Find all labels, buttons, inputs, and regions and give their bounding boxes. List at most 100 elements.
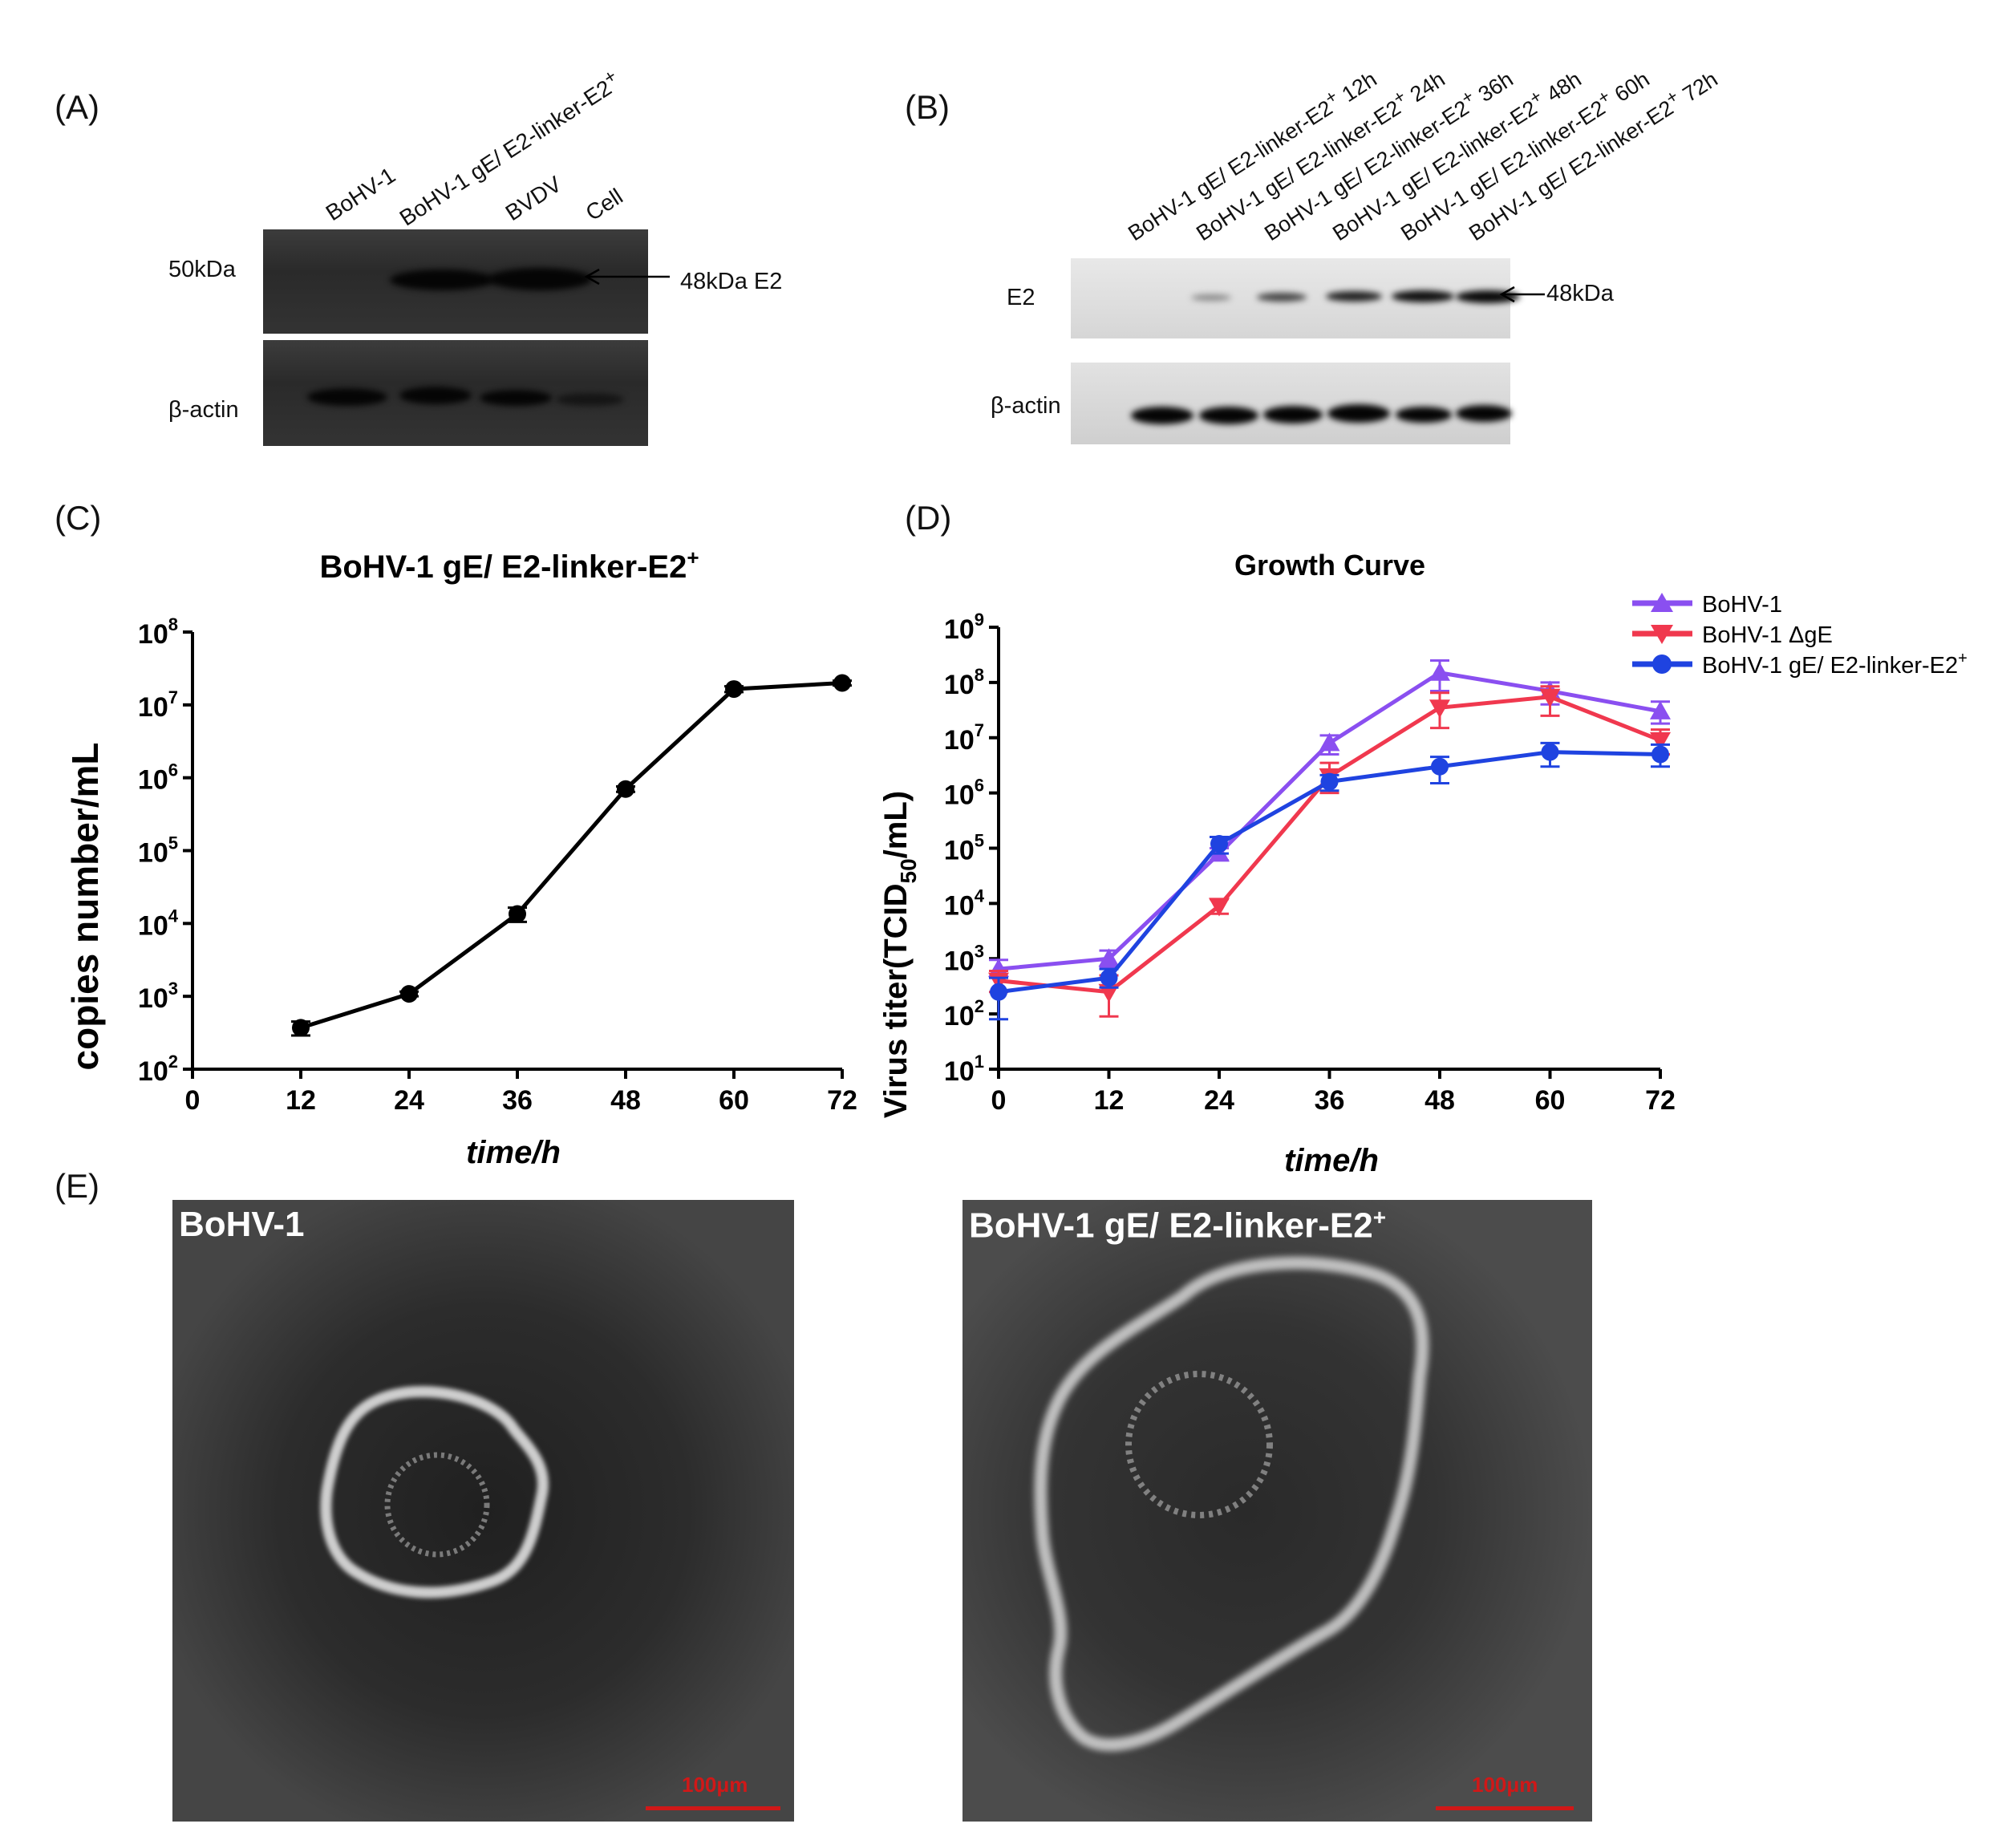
chart-d-legend: BoHV-1 BoHV-1 ΔgE BoHV-1 gE/ E2-linker-E…: [1632, 592, 1968, 679]
chart-c-copies: BoHV-1 gE/ E2-linker-E2+ copies number/m…: [64, 545, 857, 1170]
legend-entry: BoHV-1: [1632, 592, 1782, 618]
blot-b-arrow-label: 48kDa: [1546, 281, 1614, 306]
micrograph-recombinant: BoHV-1 gE/ E2-linker-E2+ 100μm: [962, 1200, 1592, 1822]
blot-band: [390, 270, 494, 290]
blot-band: [1396, 407, 1452, 423]
blot-b-protein-label: E2: [1007, 285, 1035, 310]
svg-text:BoHV-1 gE/ E2-linker-E2+: BoHV-1 gE/ E2-linker-E2+: [1702, 650, 1968, 679]
y-tick-label: 109: [944, 610, 984, 645]
scale-bar: [646, 1806, 780, 1810]
blot-a-arrow-label: 48kDa E2: [680, 269, 783, 294]
x-tick-label: 24: [394, 1085, 424, 1116]
svg-text:BoHV-1 ΔgE: BoHV-1 ΔgE: [1702, 622, 1833, 648]
y-tick-label: 106: [138, 760, 178, 796]
blot-band: [399, 387, 472, 404]
data-point: [509, 905, 526, 923]
y-tick-label: 104: [138, 906, 179, 941]
data-point: [1539, 688, 1561, 707]
data-point: [1431, 757, 1449, 776]
x-tick-label: 48: [1424, 1085, 1455, 1116]
data-point: [1429, 662, 1450, 681]
y-tick-label: 108: [138, 614, 178, 650]
chart-d-ylabel: Virus titer(TCID50/mL): [878, 791, 921, 1118]
x-tick-label: 60: [719, 1085, 749, 1116]
chart-d-title: Growth Curve: [1234, 549, 1425, 582]
data-point: [1098, 948, 1120, 967]
blot-a-arrow: [584, 268, 670, 286]
y-tick-label: 107: [138, 687, 178, 723]
panel-label-a: (A): [55, 88, 99, 126]
chart-d-growth: Growth Curve Virus titer(TCID50/mL) time…: [878, 549, 1968, 1178]
blot-band: [488, 268, 592, 290]
x-tick-label: 0: [185, 1085, 201, 1116]
x-tick-label: 24: [1204, 1085, 1234, 1116]
blot-a-e2-membrane: [263, 229, 648, 334]
scale-bar-label: 100μm: [1472, 1773, 1538, 1797]
data-point: [833, 674, 851, 692]
y-tick-label: 103: [944, 941, 984, 976]
x-tick-label: 12: [1094, 1085, 1125, 1116]
blot-b-actin-membrane: [1071, 363, 1512, 444]
data-point: [990, 983, 1007, 1001]
blot-band: [1263, 406, 1323, 424]
blot-band: [1199, 407, 1258, 424]
blot-b-loading-label: β-actin: [991, 393, 1061, 419]
chart-c-ylabel: copies number/mL: [64, 743, 106, 1071]
data-point: [1541, 743, 1559, 761]
micrograph-bohv1: BoHV-1 100μm: [172, 1200, 794, 1822]
panel-label-d: (D): [905, 499, 952, 537]
svg-text:BoHV-1: BoHV-1: [1702, 592, 1782, 618]
data-point: [1319, 732, 1340, 752]
series-line: [998, 671, 1661, 971]
x-tick-label: 60: [1535, 1085, 1566, 1116]
blot-band: [1456, 405, 1512, 422]
blot-band: [480, 390, 552, 406]
blot-band: [1257, 293, 1307, 302]
scale-bar: [1436, 1806, 1574, 1810]
x-tick-label: 12: [286, 1085, 316, 1116]
y-tick-label: 101: [944, 1052, 984, 1087]
x-tick-label: 48: [610, 1085, 641, 1116]
blot-band: [1327, 404, 1390, 423]
data-point: [1651, 745, 1669, 764]
y-tick-label: 104: [944, 886, 985, 921]
blot-a-actin-membrane: [263, 340, 648, 446]
legend-entry: BoHV-1 ΔgE: [1632, 622, 1833, 648]
x-tick-label: 36: [502, 1085, 533, 1116]
legend-entry: BoHV-1 gE/ E2-linker-E2+: [1632, 650, 1968, 679]
blot-b-arrow: [1499, 286, 1545, 303]
data-point: [292, 1019, 310, 1037]
y-tick-label: 107: [944, 720, 984, 756]
blot-b-e2-membrane: [1071, 258, 1520, 338]
blot-band: [1131, 407, 1194, 424]
y-tick-label: 108: [944, 665, 984, 700]
y-tick-label: 105: [944, 831, 984, 866]
data-point: [400, 985, 418, 1003]
chart-c-title: BoHV-1 gE/ E2-linker-E2+: [319, 545, 699, 585]
series-line: [300, 680, 843, 1030]
y-tick-label: 105: [138, 833, 178, 869]
x-tick-label: 72: [1645, 1085, 1676, 1116]
data-point: [1429, 699, 1450, 719]
chart-c-xlabel: time/h: [466, 1135, 561, 1170]
y-tick-label: 106: [944, 776, 984, 811]
blot-band: [1326, 291, 1382, 302]
data-point: [1650, 700, 1671, 719]
data-point: [1650, 732, 1671, 751]
blot-band: [1392, 290, 1454, 302]
y-tick-label: 102: [138, 1052, 178, 1087]
y-tick-label: 102: [944, 996, 984, 1031]
blot-a-loading-label: β-actin: [168, 397, 239, 423]
data-point: [1209, 898, 1230, 917]
data-point: [725, 680, 743, 699]
data-point: [617, 780, 634, 798]
x-tick-label: 36: [1315, 1085, 1345, 1116]
data-point: [1210, 835, 1228, 853]
y-tick-label: 103: [138, 979, 178, 1014]
panel-label-b: (B): [905, 88, 950, 126]
panel-label-e: (E): [55, 1167, 99, 1205]
data-point: [988, 958, 1009, 978]
micrograph-title: BoHV-1: [179, 1205, 305, 1244]
blot-a-marker-label: 50kDa: [168, 257, 236, 282]
panel-label-c: (C): [55, 499, 102, 537]
